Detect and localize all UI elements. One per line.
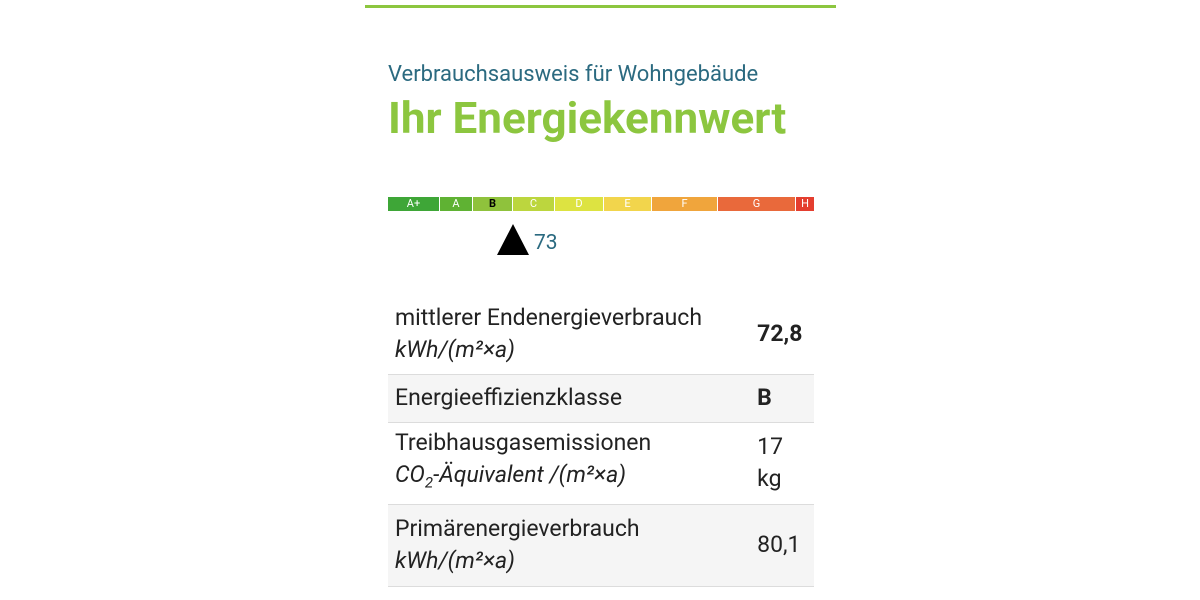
row-label: Energieeffizienzklasse [388,374,750,423]
scale-class: D [555,197,604,211]
row-label-cell: Treibhausgasemissionen CO2-Äquivalent /(… [388,422,750,505]
scale-class: B [473,197,513,211]
top-divider [365,5,836,8]
row-label: Treibhausgasemissionen [395,429,652,457]
row-label: mittlerer Endenergieverbrauch [395,304,702,332]
table-row: Primärenergieverbrauch kWh/(m²×a) 80,1 [388,504,814,587]
row-label-cell: Primärenergieverbrauch kWh/(m²×a) [388,504,750,587]
scale-class: A+ [388,197,440,211]
subtitle: Verbrauchsausweis für Wohngebäude [388,62,759,87]
table-row: mittlerer Endenergieverbrauch kWh/(m²×a)… [388,295,814,375]
title: Ihr Energiekennwert [388,92,787,144]
row-unit: kWh/(m²×a) [395,336,515,364]
unit-subscript: 2 [424,473,434,492]
scale-class: E [604,197,652,211]
row-label-cell: mittlerer Endenergieverbrauch kWh/(m²×a) [388,295,750,375]
row-value: 72,8 [749,295,814,375]
row-unit: CO2-Äquivalent /(m²×a) [395,459,742,499]
row-value: 80,1 [749,504,814,587]
scale-class: G [718,197,796,211]
values-table: mittlerer Endenergieverbrauch kWh/(m²×a)… [388,295,814,587]
row-unit: kWh/(m²×a) [395,547,515,574]
energy-scale: A+ A B C D E F G H [388,197,814,211]
table-row: Treibhausgasemissionen CO2-Äquivalent /(… [388,422,814,505]
marker-triangle [497,224,529,255]
unit-part: CO [395,461,425,489]
table-row: Energieeffizienzklasse B [388,374,814,423]
scale-class: F [652,197,718,211]
scale-class: A [440,197,473,211]
scale-class: C [513,197,555,211]
marker-value: 73 [534,231,558,255]
row-label: Primärenergieverbrauch [395,515,640,542]
scale-class: H [796,197,814,211]
row-value: B [749,374,814,423]
unit-part: -Äquivalent /(m²×a) [433,461,626,489]
row-value: 17 kg [749,422,814,505]
